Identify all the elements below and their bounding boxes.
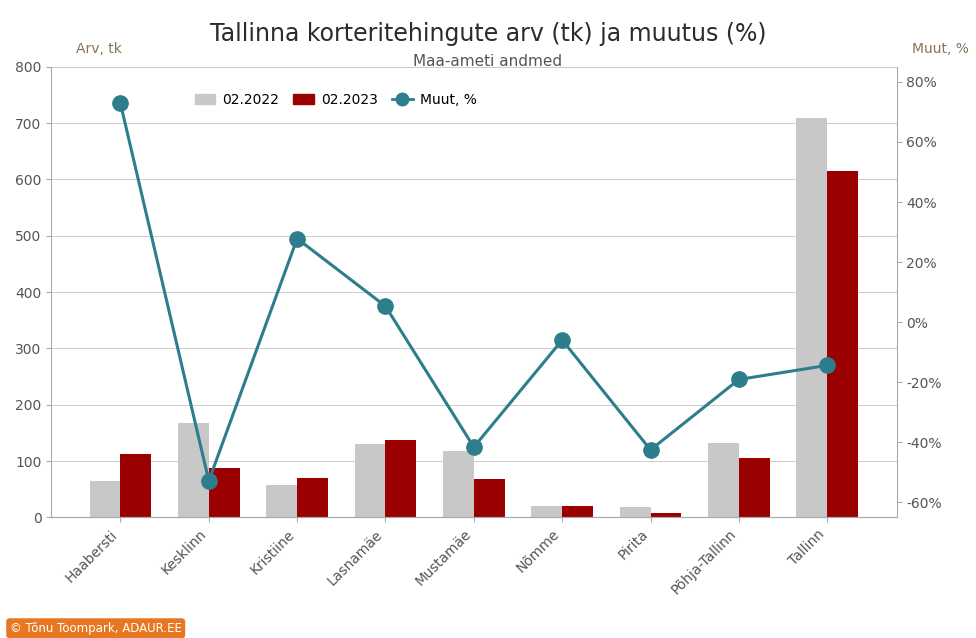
Bar bbox=[473, 479, 505, 517]
Text: Arv, tk: Arv, tk bbox=[76, 41, 122, 56]
Text: Maa-ameti andmed: Maa-ameti andmed bbox=[414, 54, 562, 70]
Bar bbox=[620, 507, 651, 517]
Bar bbox=[828, 171, 858, 517]
Text: Muut, %: Muut, % bbox=[912, 41, 968, 56]
Bar bbox=[651, 513, 681, 517]
Bar bbox=[708, 443, 739, 517]
Bar bbox=[266, 485, 297, 517]
Bar bbox=[354, 444, 386, 517]
Bar bbox=[178, 423, 209, 517]
Bar bbox=[562, 506, 593, 517]
Legend: 02.2022, 02.2023, Muut, %: 02.2022, 02.2023, Muut, % bbox=[189, 87, 482, 112]
Bar bbox=[796, 117, 828, 517]
Bar bbox=[386, 440, 417, 517]
Bar bbox=[120, 454, 151, 517]
Text: © Tõnu Toompark, ADAUR.EE: © Tõnu Toompark, ADAUR.EE bbox=[10, 622, 182, 635]
Text: Tallinna korteritehingute arv (tk) ja muutus (%): Tallinna korteritehingute arv (tk) ja mu… bbox=[210, 22, 766, 47]
Bar bbox=[443, 451, 473, 517]
Bar bbox=[739, 458, 770, 517]
Bar bbox=[297, 478, 328, 517]
Bar bbox=[209, 468, 240, 517]
Bar bbox=[531, 506, 562, 517]
Bar bbox=[90, 481, 120, 517]
